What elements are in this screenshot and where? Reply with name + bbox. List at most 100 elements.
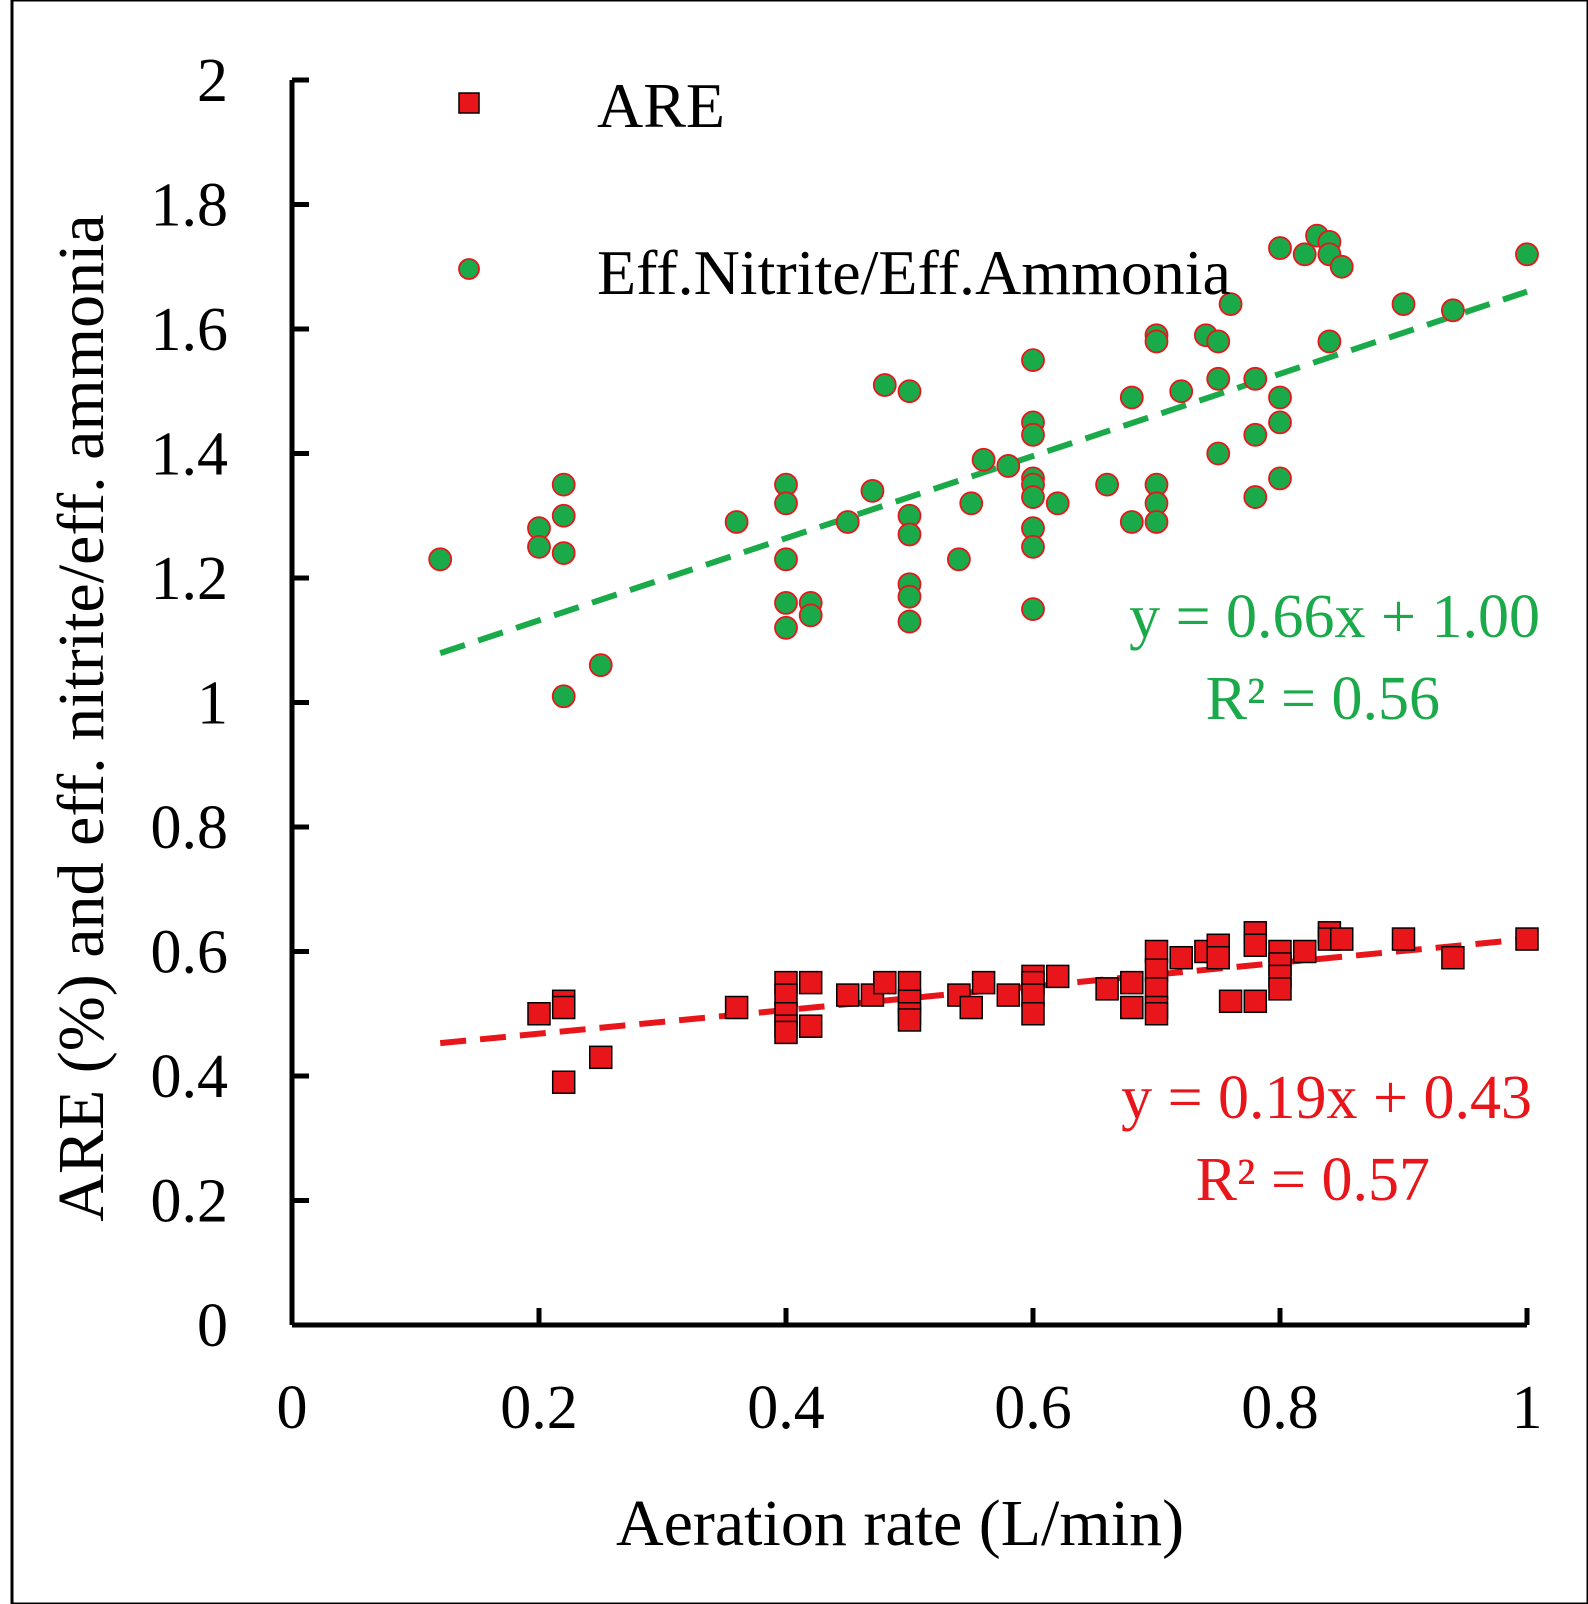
ratio-point	[551, 503, 576, 528]
ratio-point	[798, 603, 823, 628]
ratio-point	[1292, 242, 1317, 267]
figure-border	[10, 0, 1588, 1604]
y-tick-label: 1.6	[151, 296, 229, 364]
x-tick-label: 0	[277, 1374, 308, 1442]
are-point	[551, 995, 576, 1020]
y-axis-title: ARE (%) and eff. nitrite/eff. ammonia	[45, 214, 118, 1221]
trend-r2-are: R² = 0.57	[1196, 1146, 1430, 1214]
ratio-point	[897, 522, 922, 547]
ratio-point	[872, 373, 897, 397]
ratio-point	[947, 547, 971, 572]
are-point	[798, 1014, 823, 1038]
are-point	[551, 1070, 576, 1094]
ratio-point	[897, 379, 922, 404]
ratio-point	[527, 534, 551, 559]
trendline-ratio	[439, 288, 1528, 657]
ratio-point	[1045, 491, 1070, 516]
y-tick-label: 0.8	[151, 794, 229, 862]
ratio-point	[1317, 329, 1342, 354]
y-tick-label: 0.2	[151, 1168, 229, 1236]
ratio-point	[1144, 510, 1169, 534]
are-point	[1243, 933, 1268, 958]
x-tick-label: 0.8	[1241, 1374, 1319, 1442]
are-point	[1391, 927, 1416, 951]
ratio-point	[1206, 329, 1231, 354]
ratio-point	[1021, 485, 1045, 509]
legend: ARE Eff.Nitrite/Eff.Ammonia	[458, 70, 1231, 308]
ratio-point	[551, 541, 576, 565]
x-tick-label: 0.4	[747, 1374, 825, 1442]
ratio-point	[1391, 292, 1416, 317]
ratio-point	[774, 615, 798, 640]
ratio-point	[1243, 366, 1268, 391]
ratio-point	[428, 547, 453, 572]
are-point	[798, 970, 823, 995]
trend-equation-are: y = 0.19x + 0.43	[1121, 1064, 1532, 1132]
ratio-point	[897, 609, 922, 634]
ratio-point	[1206, 441, 1231, 466]
ratio-point	[971, 447, 996, 472]
are-point	[873, 970, 897, 995]
ratio-point	[1441, 298, 1465, 323]
ratio-point	[835, 510, 860, 534]
are-point	[1169, 945, 1193, 970]
ratio-point	[1218, 292, 1243, 317]
ratio-point	[1206, 366, 1231, 391]
ratio-point	[996, 454, 1021, 478]
are-point	[1120, 970, 1144, 995]
y-tick-label: 1.4	[151, 421, 229, 489]
ratio-point	[1021, 422, 1045, 447]
ratio-point	[1119, 510, 1144, 534]
axes: 0 0.2 0.4 0.6 0.8 1 1.2 1.4 1.6 1.8 2 0 0.2 0.4 0.6 0.8…	[151, 47, 1543, 1442]
are-point	[897, 1008, 922, 1032]
are-point	[1120, 995, 1144, 1020]
y-tick-label: 0.6	[151, 919, 229, 987]
ratio-point	[860, 478, 885, 503]
are-point	[1021, 1002, 1045, 1026]
ratio-point	[1119, 385, 1144, 410]
are-point	[836, 983, 860, 1007]
are-point	[1243, 989, 1268, 1014]
ratio-point	[1268, 385, 1292, 410]
ratio-point	[551, 684, 576, 709]
ratio-point	[724, 510, 749, 534]
ratio-point	[774, 591, 798, 615]
x-tick-label: 0.2	[500, 1374, 578, 1442]
ratio-point	[1021, 597, 1045, 622]
are-point	[1292, 939, 1317, 964]
x-axis-title: Aeration rate (L/min)	[616, 1487, 1184, 1560]
are-point	[1144, 1002, 1169, 1026]
legend-marker-are	[458, 92, 480, 114]
legend-label-ratio: Eff.Nitrite/Eff.Ammonia	[597, 237, 1231, 308]
ratio-point	[1268, 466, 1292, 491]
are-point	[971, 970, 996, 995]
y-tick-label: 0	[197, 1292, 228, 1360]
legend-label-are: ARE	[597, 70, 725, 141]
y-tick-label: 0.4	[151, 1043, 229, 1111]
are-point	[1268, 977, 1292, 1001]
are-point	[589, 1045, 613, 1070]
ratio-point	[1021, 534, 1045, 559]
y-tick-label: 1.2	[151, 545, 229, 613]
ratio-point	[1144, 329, 1169, 354]
x-tick-label: 0.6	[994, 1374, 1072, 1442]
ratio-point	[1021, 348, 1045, 373]
ratio-point	[1095, 472, 1119, 497]
ratio-point	[959, 491, 984, 516]
are-point	[996, 983, 1021, 1007]
are-point	[959, 995, 983, 1020]
are-point	[724, 995, 749, 1020]
ratio-point	[1243, 422, 1268, 447]
ratio-point	[1243, 485, 1268, 509]
are-point	[1330, 927, 1354, 951]
ratio-point	[1268, 410, 1292, 435]
ratio-point	[1329, 254, 1354, 279]
ratio-series	[428, 223, 1539, 709]
are-point	[1218, 989, 1243, 1014]
are-point	[774, 1020, 798, 1045]
ratio-point	[897, 584, 922, 609]
x-tick-label: 1	[1512, 1374, 1543, 1442]
ratio-point	[1515, 242, 1539, 267]
